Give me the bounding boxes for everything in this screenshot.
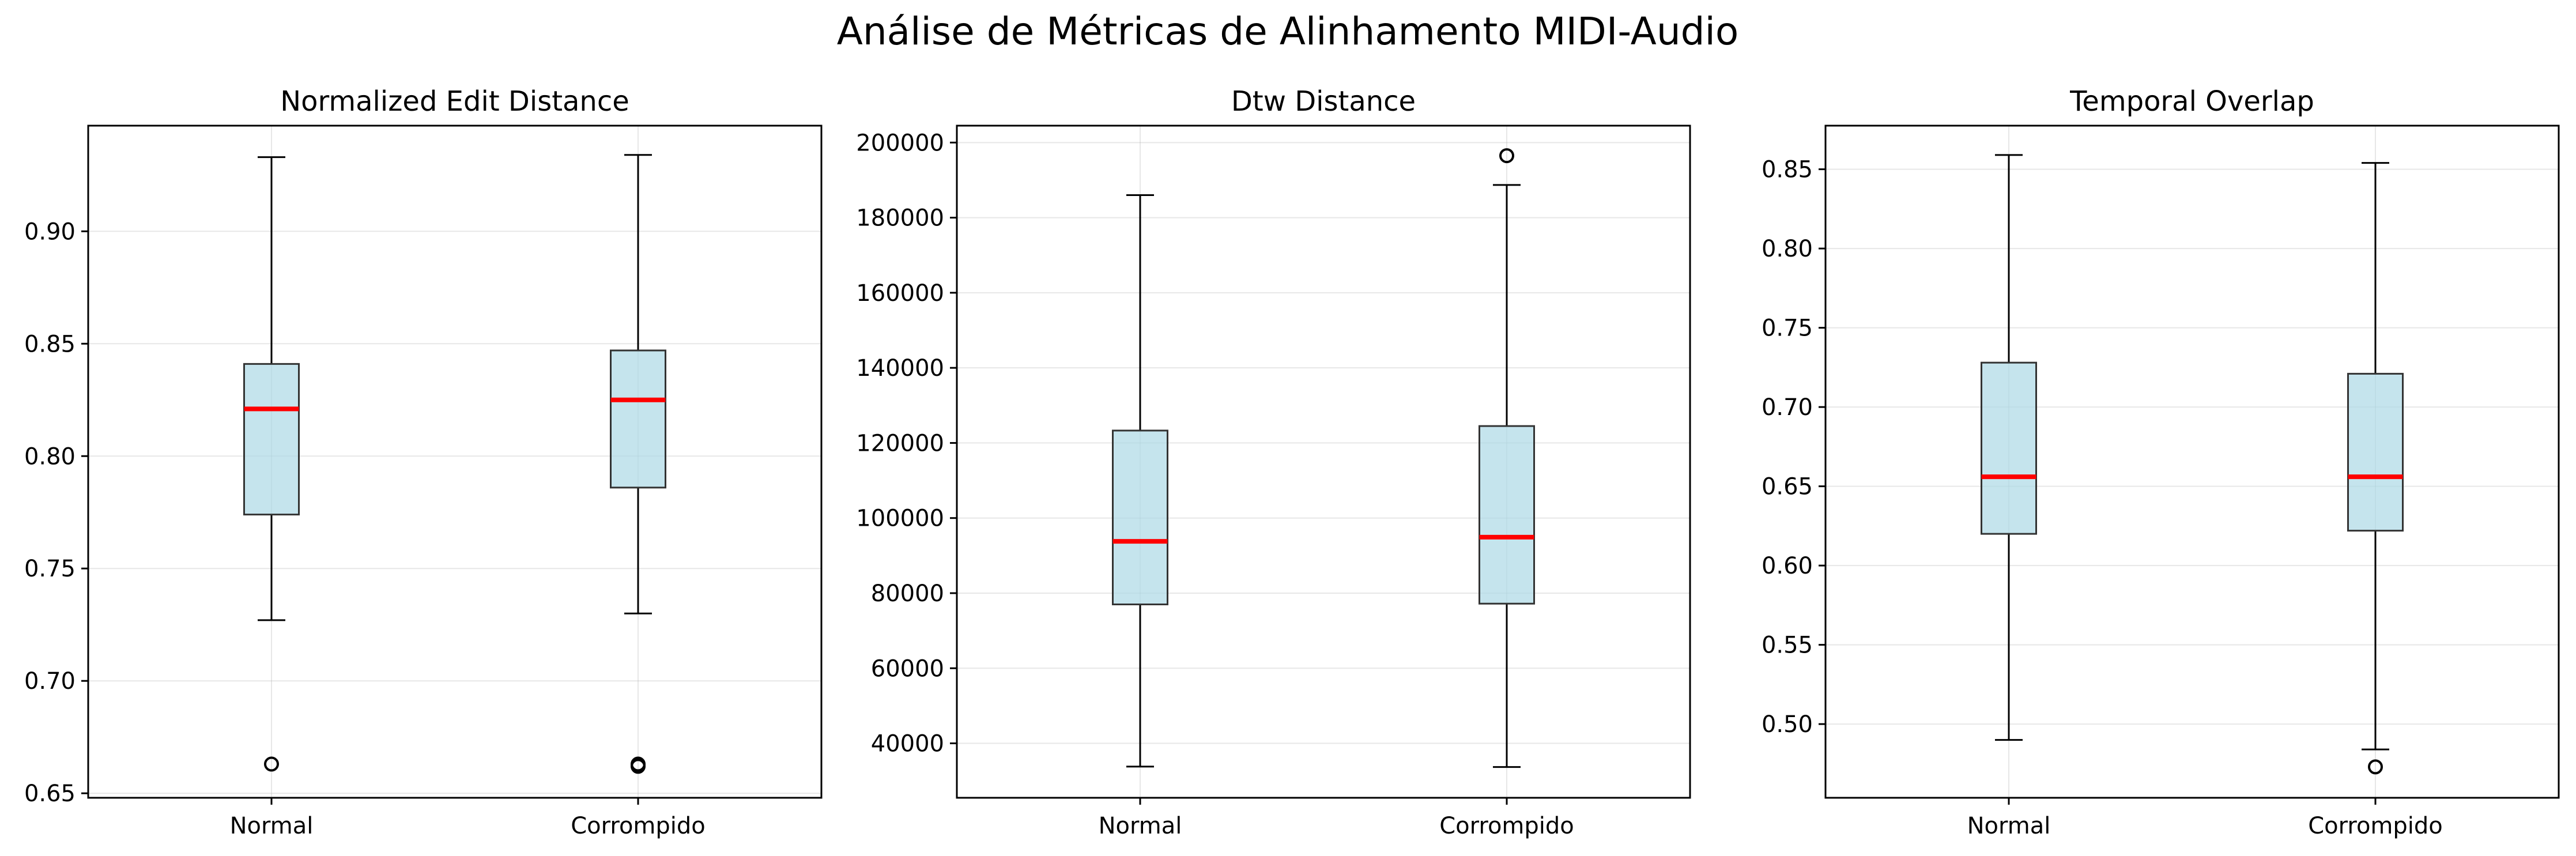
chart-panel-1: 0.65 0.70 0.75 0.80 0.85 0.90 Normal Corrompido… — [24, 85, 823, 839]
box-corrompido — [1479, 148, 1535, 768]
box-normal — [1112, 194, 1168, 768]
plot-frame — [1824, 125, 2560, 799]
x-tick-label: Corrompido — [1439, 813, 1574, 839]
y-tick-label: 0.65 — [24, 780, 76, 807]
iqr-box — [1479, 425, 1535, 605]
x-tick-label: Normal — [1967, 813, 2051, 839]
chart-panel-3: 0.50 0.55 0.60 0.65 0.70 0.75 0.80 0.85 Normal Co… — [1762, 85, 2560, 839]
iqr-box — [1112, 429, 1168, 606]
y-tick-label: 60000 — [871, 655, 944, 682]
panel-title: Normalized Edit Distance — [280, 85, 629, 118]
box-corrompido — [2347, 162, 2404, 775]
box-normal — [1981, 154, 2037, 741]
y-tick-label: 120000 — [856, 430, 944, 457]
y-tick-label: 0.90 — [24, 218, 76, 245]
box-normal — [243, 156, 300, 772]
y-tick-label: 0.70 — [24, 668, 76, 695]
y-tick-label: 0.75 — [1762, 315, 1813, 342]
outlier-point — [264, 756, 279, 772]
y-tick-label: 160000 — [856, 280, 944, 307]
y-tick-label: 180000 — [856, 205, 944, 232]
iqr-box — [2347, 372, 2404, 532]
y-tick-label: 0.60 — [1762, 553, 1813, 579]
x-tick-label: Corrompido — [571, 813, 706, 839]
y-tick-label: 0.80 — [24, 443, 76, 470]
iqr-box — [1981, 361, 2037, 535]
outlier-point — [2368, 759, 2383, 775]
plot-frame — [87, 125, 823, 799]
y-tick-label: 100000 — [856, 506, 944, 532]
y-tick-label: 0.55 — [1762, 632, 1813, 659]
box-corrompido — [610, 154, 666, 774]
chart-panels: 0.65 0.70 0.75 0.80 0.85 0.90 Normal Corrompido… — [24, 85, 2560, 839]
panel-title: Dtw Distance — [1231, 85, 1416, 118]
x-tick-label: Normal — [1099, 813, 1182, 839]
y-tick-label: 40000 — [871, 731, 944, 757]
figure-title: Análise de Métricas de Alinhamento MIDI-… — [837, 9, 1739, 54]
y-tick-label: 0.85 — [24, 331, 76, 357]
y-tick-label: 0.75 — [24, 556, 76, 582]
y-tick-label: 0.50 — [1762, 711, 1813, 738]
y-tick-label: 0.70 — [1762, 394, 1813, 421]
panel-title: Temporal Overlap — [2069, 85, 2314, 118]
y-tick-label: 200000 — [856, 130, 944, 156]
outlier-point — [1499, 148, 1514, 164]
iqr-box — [610, 349, 666, 489]
plot-frame — [956, 125, 1691, 799]
x-tick-label: Normal — [230, 813, 314, 839]
x-tick-label: Corrompido — [2308, 813, 2443, 839]
y-tick-label: 0.65 — [1762, 474, 1813, 500]
y-tick-label: 140000 — [856, 355, 944, 382]
y-tick-label: 0.80 — [1762, 236, 1813, 262]
iqr-box — [243, 363, 300, 516]
y-tick-label: 0.85 — [1762, 157, 1813, 183]
chart-panel-2: 40000 60000 80000 100000 120000 140000 160000 1… — [856, 85, 1691, 839]
outlier-point — [631, 756, 646, 772]
y-tick-label: 80000 — [871, 580, 944, 607]
